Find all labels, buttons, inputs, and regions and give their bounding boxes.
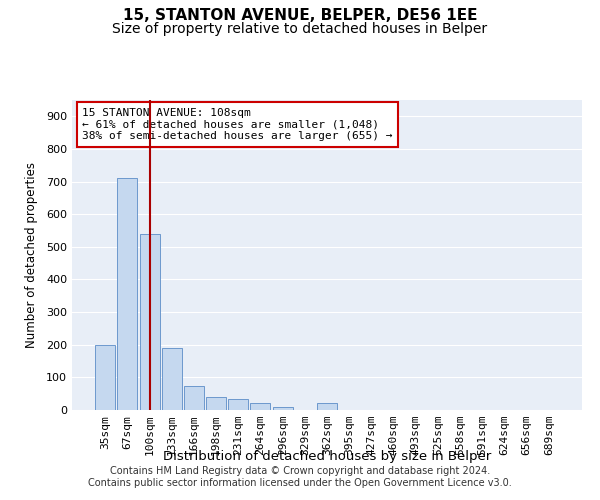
Bar [118,178,137,410]
Text: Distribution of detached houses by size in Belper: Distribution of detached houses by size … [163,450,491,463]
Bar [250,404,271,410]
Bar [140,234,160,410]
Text: Contains HM Land Registry data © Crown copyright and database right 2024.
Contai: Contains HM Land Registry data © Crown c… [88,466,512,487]
Bar [184,386,204,410]
Bar [206,397,226,410]
Text: Size of property relative to detached houses in Belper: Size of property relative to detached ho… [112,22,488,36]
Text: 15 STANTON AVENUE: 108sqm
← 61% of detached houses are smaller (1,048)
38% of se: 15 STANTON AVENUE: 108sqm ← 61% of detac… [82,108,392,141]
Bar [272,406,293,410]
Bar [228,398,248,410]
Bar [95,344,115,410]
Bar [317,404,337,410]
Text: 15, STANTON AVENUE, BELPER, DE56 1EE: 15, STANTON AVENUE, BELPER, DE56 1EE [123,8,477,22]
Y-axis label: Number of detached properties: Number of detached properties [25,162,38,348]
Bar [162,348,182,410]
